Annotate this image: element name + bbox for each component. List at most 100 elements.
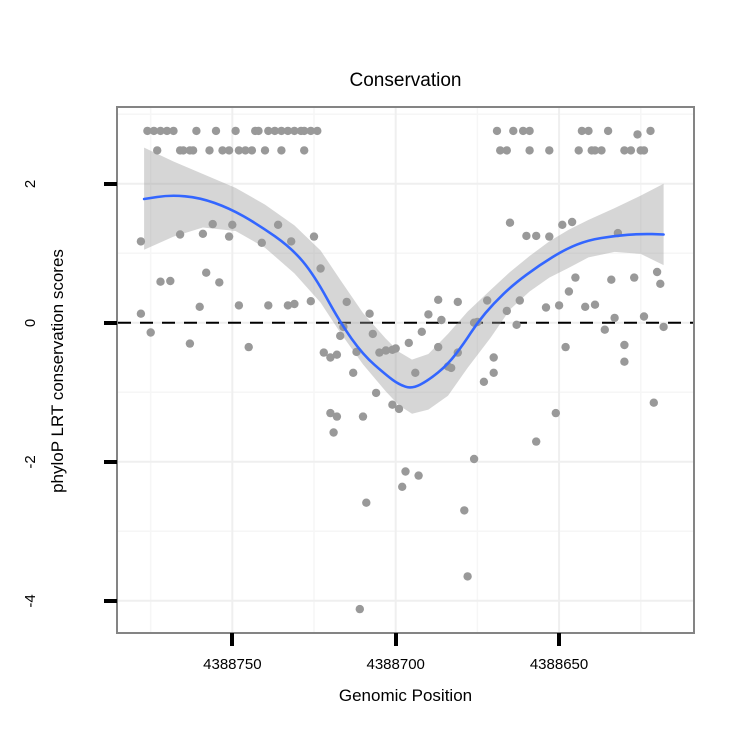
data-point xyxy=(656,279,665,288)
data-point xyxy=(505,218,515,227)
data-point xyxy=(185,339,195,348)
data-point xyxy=(518,126,528,136)
y-tick-label: 0 xyxy=(22,318,39,327)
data-point xyxy=(300,146,309,155)
plot-panel xyxy=(116,106,695,634)
data-point xyxy=(649,398,658,407)
data-point xyxy=(188,146,198,155)
data-point xyxy=(447,363,456,373)
data-point xyxy=(391,344,400,353)
data-point xyxy=(571,273,580,282)
data-point xyxy=(381,346,391,355)
y-tick-label: -2 xyxy=(22,455,39,469)
data-point xyxy=(574,146,583,155)
plot-area xyxy=(118,108,693,632)
y-tick-mark xyxy=(104,459,117,464)
data-point xyxy=(149,126,159,136)
data-point xyxy=(195,302,204,311)
x-tick-label: 4388750 xyxy=(203,656,262,673)
data-point xyxy=(270,126,279,136)
data-point xyxy=(525,126,534,136)
data-point xyxy=(224,146,234,155)
data-point xyxy=(162,126,172,136)
x-tick-mark xyxy=(557,633,562,646)
data-point xyxy=(169,126,178,136)
data-point xyxy=(146,328,155,337)
data-point xyxy=(522,231,531,241)
data-point xyxy=(211,126,221,136)
data-point xyxy=(273,220,283,229)
data-point xyxy=(326,408,335,418)
x-tick-label: 4388650 xyxy=(529,656,589,673)
x-axis-title: Genomic Position xyxy=(338,686,473,705)
data-point xyxy=(551,408,560,418)
data-point xyxy=(437,315,446,325)
data-point xyxy=(567,217,577,227)
data-point xyxy=(198,229,208,238)
data-point xyxy=(581,302,590,311)
data-point xyxy=(166,276,175,286)
data-point xyxy=(496,146,505,155)
y-axis-title: phyloP LRT conservation scores xyxy=(48,249,67,493)
data-point xyxy=(646,126,655,136)
data-point xyxy=(300,126,309,136)
data-point xyxy=(336,331,345,341)
data-point xyxy=(290,299,299,309)
data-point xyxy=(630,273,639,282)
data-point xyxy=(584,126,593,136)
data-point xyxy=(342,297,351,307)
data-point xyxy=(479,377,489,386)
y-tick-mark xyxy=(104,181,117,186)
confidence-ribbon xyxy=(144,147,664,414)
data-point xyxy=(434,342,443,352)
data-point xyxy=(558,220,567,229)
data-point xyxy=(287,237,296,246)
data-point xyxy=(277,126,286,136)
data-point xyxy=(460,506,469,515)
data-point xyxy=(156,126,165,136)
data-point xyxy=(590,146,600,155)
data-point xyxy=(329,428,338,437)
data-point xyxy=(332,350,342,359)
data-point xyxy=(434,295,443,304)
data-point xyxy=(371,388,381,398)
data-point xyxy=(234,146,244,155)
data-point xyxy=(365,309,374,318)
data-point xyxy=(577,126,587,136)
data-point xyxy=(202,268,211,277)
data-point xyxy=(532,231,541,241)
data-point xyxy=(610,313,619,323)
data-point xyxy=(205,146,214,155)
data-point xyxy=(620,146,629,155)
data-point xyxy=(639,312,649,321)
y-tick-label: -4 xyxy=(22,594,39,608)
data-point xyxy=(463,572,472,581)
data-point xyxy=(306,126,315,136)
data-point xyxy=(600,325,609,334)
y-tick-label: 2 xyxy=(22,179,39,188)
data-point xyxy=(469,454,479,464)
data-point xyxy=(208,219,217,229)
data-point xyxy=(620,357,629,366)
data-point xyxy=(564,287,574,296)
data-point xyxy=(652,267,662,277)
data-point xyxy=(283,126,293,136)
smooth-line xyxy=(142,194,665,389)
data-point xyxy=(398,482,407,491)
data-point xyxy=(541,303,551,312)
data-point xyxy=(633,130,642,139)
data-point xyxy=(260,146,270,155)
data-point xyxy=(404,338,413,348)
data-point xyxy=(626,146,636,155)
data-point xyxy=(309,232,319,241)
data-point xyxy=(355,604,364,614)
data-point xyxy=(264,301,273,310)
data-point xyxy=(179,146,188,155)
data-point xyxy=(388,400,397,409)
data-point xyxy=(512,320,521,329)
data-point xyxy=(136,309,146,318)
data-point xyxy=(607,275,616,284)
data-point xyxy=(316,264,325,273)
data-point xyxy=(254,126,263,136)
data-point xyxy=(368,329,377,339)
